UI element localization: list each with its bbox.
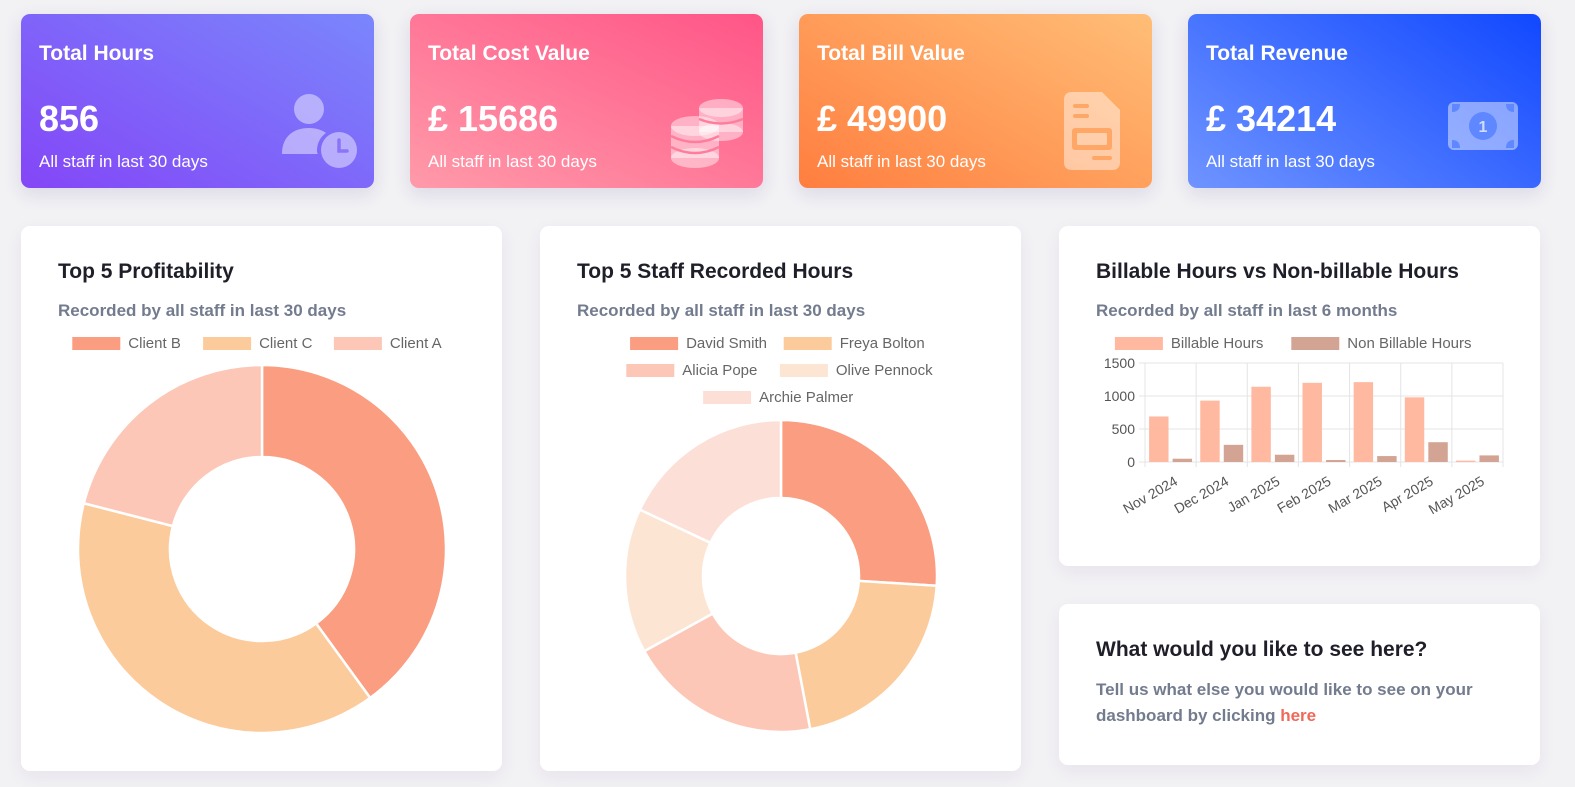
profitability-panel: Top 5 Profitability Recorded by all staf… — [21, 226, 502, 771]
staff-hours-legend-swatch — [703, 391, 752, 404]
billable-legend-label: Non Billable Hours — [1347, 335, 1471, 352]
card-title: Total Bill Value — [817, 42, 965, 65]
card-value: £ 49900 — [817, 98, 948, 139]
y-tick-label: 500 — [1112, 421, 1136, 437]
staff-hours-legend-label: Alicia Pope — [682, 362, 757, 379]
profitability-doughnut-chart: Client B Client C Client A — [72, 335, 448, 735]
x-tick-label: Jan 2025 — [1224, 473, 1282, 516]
billable-legend-swatch — [1114, 337, 1163, 350]
bar — [1251, 386, 1271, 462]
bar — [1353, 382, 1374, 462]
staff-hours-doughnut-chart: David Smith Freya Bolton Alicia Pope Olive … — [623, 335, 939, 734]
card-subtitle: All staff in last 30 days — [428, 152, 597, 171]
card-value: £ 34214 — [1206, 98, 1337, 139]
total-revenue-card: Total Revenue £ 34214 All staff in last … — [1188, 14, 1541, 188]
coins-icon — [670, 99, 744, 168]
feedback-text: Tell us what else you would like to see … — [1096, 677, 1516, 729]
y-tick-label: 1000 — [1104, 388, 1135, 404]
doughnut-slice — [82, 363, 264, 528]
doughnut-slice — [794, 579, 939, 731]
bar — [1479, 455, 1499, 462]
feedback-body: Tell us what else you would like to see … — [1096, 680, 1473, 725]
profitability-legend-label: Client C — [259, 335, 313, 352]
y-tick-label: 1500 — [1104, 355, 1135, 371]
bar — [1172, 458, 1193, 462]
banknote-icon: 1 — [1448, 102, 1518, 150]
bar — [1377, 456, 1397, 462]
y-tick-label: 0 — [1127, 454, 1135, 470]
panel-title: Top 5 Staff Recorded Hours — [577, 260, 854, 283]
feedback-link[interactable]: here — [1280, 706, 1317, 725]
panel-subtitle: Recorded by all staff in last 30 days — [58, 301, 347, 320]
card-subtitle: All staff in last 30 days — [1206, 152, 1375, 171]
profitability-legend-swatch — [203, 337, 252, 350]
staff-hours-panel: Top 5 Staff Recorded Hours Recorded by a… — [540, 226, 1021, 771]
user-clock-icon — [282, 94, 357, 168]
billable-legend-label: Billable Hours — [1171, 335, 1264, 352]
staff-hours-legend-label: Olive Pennock — [836, 362, 933, 379]
card-subtitle: All staff in last 30 days — [39, 152, 208, 171]
total-cost-card: Total Cost Value £ 15686 All staff in la… — [410, 14, 763, 188]
card-subtitle: All staff in last 30 days — [817, 152, 986, 171]
panel-subtitle: Recorded by all staff in last 6 months — [1096, 301, 1398, 320]
bar — [1404, 397, 1425, 462]
x-tick-label: Nov 2024 — [1120, 473, 1180, 517]
svg-text:1: 1 — [1479, 119, 1488, 136]
doughnut-slice — [260, 363, 448, 700]
panel-title: Billable Hours vs Non-billable Hours — [1096, 260, 1459, 283]
doughnut-slice — [642, 611, 812, 734]
card-value: £ 15686 — [428, 98, 559, 139]
panel-title: What would you like to see here? — [1096, 638, 1428, 661]
profitability-legend-swatch — [72, 337, 121, 350]
total-hours-card: Total Hours 856 All staff in last 30 day… — [21, 14, 374, 188]
card-value: 856 — [39, 98, 100, 139]
card-title: Total Hours — [39, 42, 155, 65]
staff-hours-legend-swatch — [779, 364, 828, 377]
panel-subtitle: Recorded by all staff in last 30 days — [577, 301, 866, 320]
x-tick-label: Dec 2024 — [1171, 473, 1231, 517]
profitability-legend-label: Client A — [390, 335, 442, 352]
staff-hours-legend-label: David Smith — [686, 335, 767, 352]
bar — [1223, 444, 1244, 462]
bar — [1274, 454, 1295, 462]
billable-hours-panel: Billable Hours vs Non-billable Hours Rec… — [1059, 226, 1540, 566]
x-tick-label: May 2025 — [1426, 473, 1487, 518]
doughnut-slice — [638, 418, 783, 545]
bar — [1428, 442, 1448, 462]
invoice-icon — [1064, 92, 1120, 170]
card-title: Total Cost Value — [428, 42, 590, 65]
feedback-panel: What would you like to see here? Tell us… — [1059, 604, 1540, 765]
profitability-legend-label: Client B — [128, 335, 181, 352]
staff-hours-legend-label: Freya Bolton — [840, 335, 925, 352]
bar — [1149, 416, 1169, 462]
billable-bar-chart: Billable Hours Non Billable Hours 0 500 1000… — [1104, 335, 1504, 518]
panel-title: Top 5 Profitability — [58, 260, 234, 283]
profitability-legend-swatch — [333, 337, 382, 350]
x-tick-label: Feb 2025 — [1274, 473, 1333, 517]
x-tick-label: Apr 2025 — [1379, 473, 1436, 515]
staff-hours-legend-label: Archie Palmer — [759, 389, 853, 406]
bar — [1455, 460, 1476, 462]
bar — [1326, 460, 1346, 462]
staff-hours-legend-swatch — [783, 337, 832, 350]
doughnut-slice — [779, 418, 939, 588]
total-bill-card: Total Bill Value £ 49900 All staff in la… — [799, 14, 1152, 188]
doughnut-slice — [623, 507, 715, 653]
x-tick-label: Mar 2025 — [1325, 473, 1384, 517]
card-title: Total Revenue — [1206, 42, 1348, 65]
staff-hours-legend-swatch — [626, 364, 675, 377]
bar — [1302, 382, 1322, 462]
doughnut-slice — [76, 501, 372, 735]
billable-legend-swatch — [1291, 337, 1340, 350]
bar — [1200, 400, 1220, 462]
staff-hours-legend-swatch — [630, 337, 679, 350]
